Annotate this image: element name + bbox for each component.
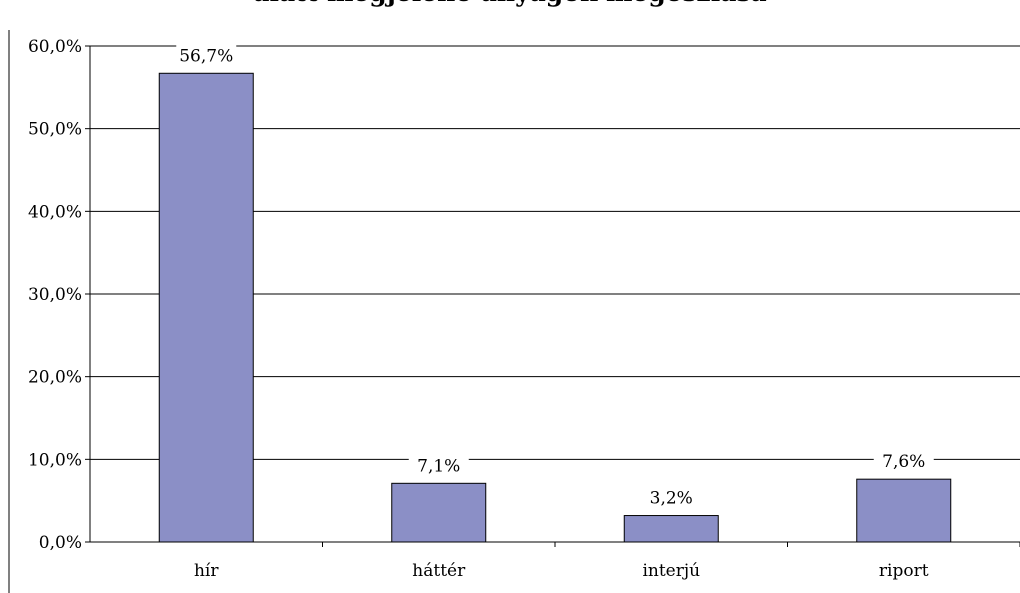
y-tick-label: 40,0% xyxy=(28,202,82,222)
data-label: 56,7% xyxy=(179,46,233,66)
y-tick-label: 50,0% xyxy=(28,120,82,140)
y-tick-label: 60,0% xyxy=(28,37,82,57)
data-label: 7,1% xyxy=(417,456,460,476)
x-tick-label: háttér xyxy=(412,561,466,581)
bar-riport xyxy=(856,478,952,543)
y-tick-label: 10,0% xyxy=(28,450,82,470)
data-label-bg xyxy=(873,449,934,474)
chart-title: alatt megjelenő anyagok megoszlása xyxy=(0,0,1020,18)
data-label: 7,6% xyxy=(882,452,925,472)
x-tick-label: hír xyxy=(194,561,219,581)
bar-hír xyxy=(158,72,254,543)
data-label-bg xyxy=(641,485,702,510)
data-label: 3,2% xyxy=(650,489,693,509)
data-label-bg xyxy=(176,43,237,68)
data-label-bg xyxy=(408,453,469,478)
y-tick-label: 0,0% xyxy=(39,533,82,553)
bar-háttér xyxy=(391,482,487,543)
bar-interjú xyxy=(623,515,719,543)
x-tick-label: riport xyxy=(879,561,929,581)
y-tick-label: 20,0% xyxy=(28,368,82,388)
x-tick-label: interjú xyxy=(642,561,700,581)
y-tick-label: 30,0% xyxy=(28,285,82,305)
